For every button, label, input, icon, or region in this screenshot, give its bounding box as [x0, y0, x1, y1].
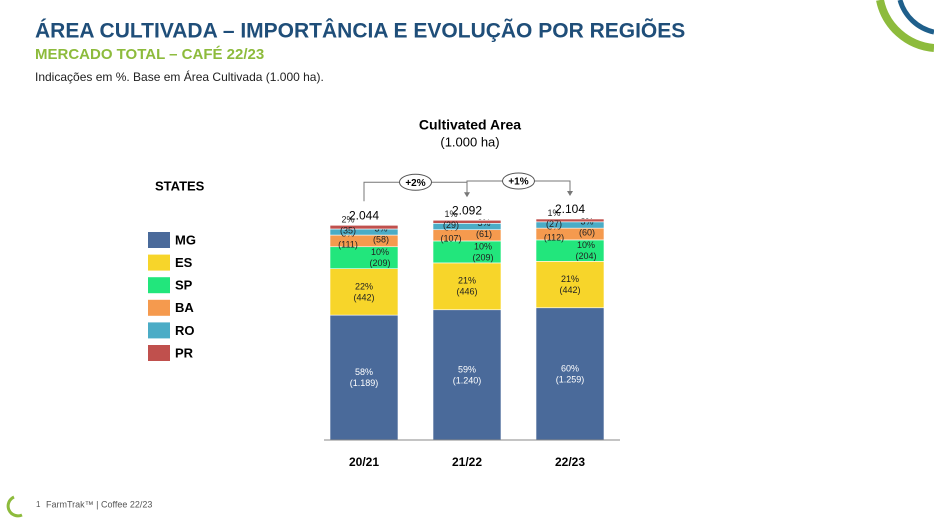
bar-segment [329, 225, 399, 230]
bar-segment [432, 262, 502, 311]
share-label: 22% [355, 281, 373, 291]
value-label: (1.240) [453, 375, 482, 385]
share-label: 10% [577, 240, 595, 250]
page-number: 1 [36, 500, 41, 509]
value-label: (61) [476, 229, 492, 239]
value-label: (1.189) [350, 378, 379, 388]
share-label: 58% [355, 367, 373, 377]
footer-text: FarmTrak™ | Coffee 22/23 [46, 499, 152, 509]
value-label: (112) [544, 232, 564, 242]
share-label: 1% [547, 208, 560, 218]
value-label: (107) [440, 234, 461, 244]
total-label: 2.092 [452, 203, 482, 217]
value-label: (442) [353, 292, 374, 302]
bar-segment [535, 307, 605, 441]
share-label: 21% [458, 276, 476, 286]
share-label: 2% [341, 215, 354, 225]
value-label: (111) [338, 239, 358, 249]
growth-badge [502, 172, 535, 190]
legend-swatch [148, 232, 170, 248]
value-label: (29) [443, 220, 459, 230]
share-label: 10% [371, 247, 389, 257]
value-label: (446) [456, 287, 477, 297]
total-label: 2.104 [555, 202, 585, 216]
share-label: 60% [561, 363, 579, 373]
growth-label: +2% [405, 178, 425, 189]
legend-label: ES [175, 255, 193, 270]
value-label: (58) [373, 234, 389, 244]
x-tick-label: 21/22 [452, 455, 482, 469]
legend-swatch [148, 277, 170, 294]
chart-subtitle: (1.000 ha) [440, 134, 499, 149]
share-label: 10% [474, 241, 492, 251]
value-label: (27) [546, 219, 562, 229]
legend-label: PR [175, 345, 194, 360]
bar-segment [535, 218, 605, 223]
legend-label: SP [175, 278, 193, 293]
logo-arc [876, 0, 934, 52]
legend-label: BA [175, 300, 194, 315]
legend-label: MG [175, 232, 196, 247]
bar-segment [329, 268, 399, 316]
value-label: (204) [575, 251, 596, 261]
value-label: (209) [369, 258, 390, 268]
growth-badge [399, 173, 432, 191]
legend-swatch [148, 345, 170, 361]
total-label: 2.044 [349, 208, 379, 222]
value-label: (1.259) [556, 374, 585, 384]
note: Indicações em %. Base em Área Cultivada … [35, 69, 324, 84]
legend-label: RO [175, 323, 195, 338]
legend-swatch [148, 299, 170, 316]
value-label: (442) [559, 285, 580, 295]
share-label: 1% [444, 209, 457, 219]
legend-swatch [148, 322, 170, 339]
logo-arc [897, 0, 934, 35]
share-label: 59% [458, 364, 476, 374]
share-label: 21% [561, 274, 579, 284]
bar-segment [432, 309, 502, 441]
legend-swatch [148, 254, 170, 271]
chart-title: Cultivated Area [419, 117, 521, 133]
value-label: (60) [579, 227, 595, 237]
legend-title: STATES [155, 178, 205, 193]
subtitle: MERCADO TOTAL – CAFÉ 22/23 [35, 46, 264, 63]
bar-segment [432, 219, 502, 224]
growth-arrow [567, 191, 573, 196]
value-label: (35) [340, 226, 356, 236]
growth-label: +1% [508, 177, 528, 188]
value-label: (209) [472, 252, 493, 262]
bar-segment [535, 261, 605, 309]
x-tick-label: 22/23 [555, 455, 585, 469]
title: ÁREA CULTIVADA – IMPORTÂNCIA E EVOLUÇÃO … [35, 19, 685, 43]
x-tick-label: 20/21 [349, 455, 379, 469]
footer-logo [6, 495, 23, 518]
